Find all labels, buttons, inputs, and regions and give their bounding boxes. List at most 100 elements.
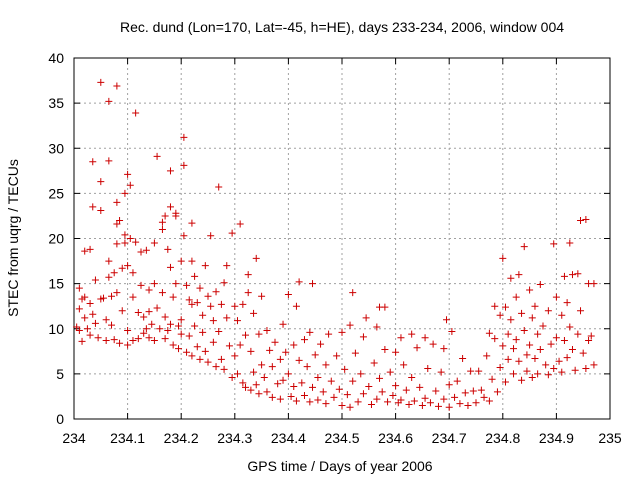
- data-point: [552, 334, 560, 342]
- data-point: [343, 391, 351, 399]
- data-point: [402, 386, 410, 394]
- data-point: [338, 328, 346, 336]
- data-point: [158, 225, 166, 233]
- data-point: [488, 375, 496, 383]
- data-point: [105, 257, 113, 265]
- x-tick-label: 234.5: [324, 430, 359, 446]
- data-point: [255, 390, 263, 398]
- data-point: [75, 327, 83, 335]
- data-point: [161, 335, 169, 343]
- data-point: [528, 314, 536, 322]
- data-point: [392, 348, 400, 356]
- data-point: [424, 364, 432, 372]
- data-point: [373, 395, 381, 403]
- data-point: [311, 351, 319, 359]
- data-point: [183, 348, 191, 356]
- data-point: [89, 158, 97, 166]
- x-tick-label: 234.3: [217, 430, 252, 446]
- data-point: [236, 341, 244, 349]
- data-point: [118, 264, 126, 272]
- data-point: [378, 388, 386, 396]
- data-point: [191, 322, 199, 330]
- data-point: [563, 354, 571, 362]
- data-point: [252, 254, 260, 262]
- data-point: [105, 273, 113, 281]
- data-point: [164, 327, 172, 335]
- data-point: [97, 207, 105, 215]
- data-point: [510, 345, 518, 353]
- chart-title: Rec. dund (Lon=170, Lat=-45, h=HE), days…: [120, 19, 564, 35]
- data-point: [512, 293, 520, 301]
- data-point: [217, 355, 225, 363]
- data-point: [78, 337, 86, 345]
- data-point: [86, 331, 94, 339]
- data-point: [145, 286, 153, 294]
- data-point: [201, 347, 209, 355]
- data-point: [231, 302, 239, 310]
- data-point: [443, 316, 451, 324]
- data-point: [566, 323, 574, 331]
- data-point: [134, 309, 142, 317]
- data-point: [233, 370, 241, 378]
- data-point: [231, 352, 239, 360]
- data-point: [137, 248, 145, 256]
- data-point: [376, 374, 384, 382]
- data-point: [319, 388, 327, 396]
- data-point: [188, 352, 196, 360]
- data-point: [370, 359, 378, 367]
- data-point: [338, 401, 346, 409]
- data-point: [295, 278, 303, 286]
- data-point: [172, 280, 180, 288]
- data-point: [81, 247, 89, 255]
- data-point: [228, 373, 236, 381]
- data-point: [408, 373, 416, 381]
- data-point: [140, 313, 148, 321]
- data-point: [191, 272, 199, 280]
- data-point: [568, 271, 576, 279]
- data-point: [177, 257, 185, 265]
- data-point: [175, 322, 183, 330]
- data-point: [367, 401, 375, 409]
- data-point: [276, 395, 284, 403]
- data-point: [335, 385, 343, 393]
- data-point: [108, 292, 116, 300]
- data-point: [258, 292, 266, 300]
- data-point: [585, 336, 593, 344]
- data-point: [279, 376, 287, 384]
- data-point: [410, 397, 418, 405]
- data-point: [384, 398, 392, 406]
- data-point: [453, 377, 461, 385]
- data-point: [491, 302, 499, 310]
- data-point: [158, 218, 166, 226]
- data-point: [327, 377, 335, 385]
- data-point: [405, 401, 413, 409]
- data-point: [354, 398, 362, 406]
- data-point: [263, 388, 271, 396]
- data-point: [282, 348, 290, 356]
- data-point: [99, 294, 107, 302]
- data-point: [166, 263, 174, 271]
- data-point: [212, 288, 220, 296]
- data-point: [284, 290, 292, 298]
- data-point: [250, 309, 258, 317]
- data-point: [204, 358, 212, 366]
- data-point: [150, 239, 158, 247]
- data-point: [429, 340, 437, 348]
- data-point: [292, 397, 300, 405]
- data-point: [124, 170, 132, 178]
- x-tick-label: 234: [62, 430, 86, 446]
- data-point: [381, 303, 389, 311]
- data-point: [137, 281, 145, 289]
- x-axis-label: GPS time / Days of year 2006: [247, 458, 432, 474]
- data-point: [207, 302, 215, 310]
- data-point: [413, 344, 421, 352]
- data-point: [568, 346, 576, 354]
- data-point: [91, 276, 99, 284]
- ticks: [73, 57, 611, 420]
- data-point: [215, 327, 223, 335]
- data-point: [515, 357, 523, 365]
- data-point: [303, 363, 311, 371]
- data-point: [268, 363, 276, 371]
- data-point: [461, 389, 469, 397]
- data-point: [94, 334, 102, 342]
